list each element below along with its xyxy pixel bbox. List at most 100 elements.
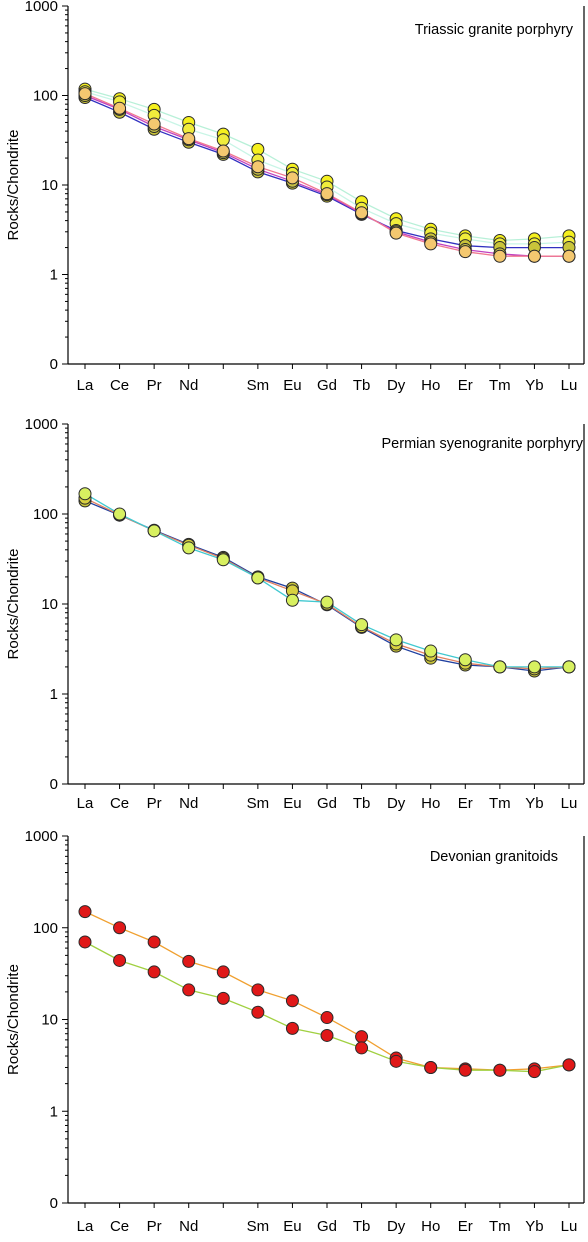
data-point [147, 524, 161, 538]
y-axis-label: Rocks/Chondrite [5, 964, 22, 1075]
x-tick-label-pr: Pr [147, 795, 162, 812]
y-tick-label: 10 [41, 596, 58, 613]
y-tick-label: 1 [50, 686, 58, 703]
data-point [562, 660, 576, 674]
chart-title: Triassic granite porphyry [415, 22, 574, 38]
data-point [182, 983, 196, 997]
y-ticks: 0 1 10 100 1000 [25, 416, 68, 793]
data-point [251, 983, 265, 997]
y-axis-label: Rocks/Chondrite [5, 549, 22, 660]
series-line [84, 911, 570, 1071]
data-point [251, 571, 265, 585]
x-tick-label-lu: Lu [561, 377, 578, 394]
x-tick-label-gd: Gd [317, 795, 337, 812]
x-tick-label-tm: Tm [489, 377, 511, 394]
series-1-points [78, 494, 576, 678]
data-point [285, 994, 299, 1008]
y-ticks: 0 1 10 100 1000 [25, 0, 68, 373]
data-point [389, 633, 403, 647]
x-tick-label-tb: Tb [353, 1218, 371, 1235]
data-point [78, 935, 92, 949]
data-point [527, 660, 541, 674]
data-point [320, 1011, 334, 1025]
x-tick-label-ho: Ho [421, 377, 440, 394]
series-3-points [78, 487, 576, 674]
ree-chart-triassic: 0 1 10 100 1000 Rocks/Chondrite La Ce Pr Nd Sm Eu Gd… [5, 0, 585, 394]
x-tick-label-dy: Dy [387, 1218, 406, 1235]
data-point [527, 1065, 541, 1079]
series-2-points [78, 85, 576, 251]
x-tick-label-la: La [77, 377, 94, 394]
x-tick-label-sm: Sm [247, 795, 270, 812]
x-tick-label-gd: Gd [317, 1218, 337, 1235]
data-point [78, 87, 92, 101]
data-point [458, 245, 472, 259]
data-point [113, 101, 127, 115]
x-tick-label-tb: Tb [353, 377, 371, 394]
x-tick-label-er: Er [458, 377, 473, 394]
x-tick-label-yb: Yb [525, 795, 543, 812]
data-point [78, 905, 92, 919]
x-tick-label-ce: Ce [110, 377, 129, 394]
data-point [355, 1030, 369, 1044]
y-tick-label: 0 [50, 356, 58, 373]
data-point [285, 593, 299, 607]
x-tick-label-nd: Nd [179, 377, 198, 394]
ree-chart-devonian: 0 1 10 100 1000 Rocks/Chondrite La Ce Pr Nd Sm Eu Gd… [5, 830, 585, 1235]
y-tick-label: 10 [41, 177, 58, 194]
data-point [182, 954, 196, 968]
x-ticks: La Ce Pr Nd Sm Eu Gd Tb Dy Ho Er Tm Yb Lu [77, 1203, 578, 1235]
data-point [424, 237, 438, 251]
x-tick-label-ce: Ce [110, 795, 129, 812]
x-tick-label-nd: Nd [179, 795, 198, 812]
series-1 [84, 911, 570, 1071]
x-tick-label-ho: Ho [421, 795, 440, 812]
y-tick-label: 1000 [25, 416, 58, 433]
x-tick-label-sm: Sm [247, 377, 270, 394]
data-point [285, 1021, 299, 1035]
series-line [84, 941, 570, 1073]
data-point [113, 921, 127, 935]
data-point [182, 541, 196, 555]
series-1-points [78, 82, 576, 247]
chart-title: Permian syenogranite porphyry [382, 436, 584, 452]
data-point [355, 618, 369, 632]
x-tick-label-er: Er [458, 1218, 473, 1235]
data-point [493, 660, 507, 674]
series-group [78, 82, 576, 263]
data-point [147, 117, 161, 131]
data-point [424, 1060, 438, 1074]
y-tick-label: 1 [50, 267, 58, 284]
chart-panel-permian: 0 1 10 100 1000 Rocks/Chondrite La Ce Pr Nd Sm Eu Gd… [0, 416, 588, 821]
x-tick-label-la: La [77, 1218, 94, 1235]
x-tick-label-sm: Sm [247, 1218, 270, 1235]
data-point [320, 187, 334, 201]
data-point [320, 1028, 334, 1042]
x-tick-label-yb: Yb [525, 1218, 543, 1235]
series-5-points [78, 87, 576, 263]
x-tick-label-pr: Pr [147, 377, 162, 394]
x-tick-label-la: La [77, 795, 94, 812]
chart-title: Devonian granitoids [430, 849, 558, 865]
x-tick-label-lu: Lu [561, 1218, 578, 1235]
series-line [84, 493, 569, 668]
y-tick-label: 100 [33, 88, 58, 105]
x-tick-label-dy: Dy [387, 377, 406, 394]
series-group [78, 487, 576, 678]
data-point [216, 133, 230, 147]
series-group [78, 905, 576, 1079]
x-ticks: La Ce Pr Nd Sm Eu Gd Tb Dy Ho Er Tm Yb Lu [77, 364, 578, 394]
chart-panel-devonian: 0 1 10 100 1000 Rocks/Chondrite La Ce Pr Nd Sm Eu Gd… [0, 830, 588, 1242]
y-tick-label: 1000 [25, 0, 58, 15]
x-tick-label-yb: Yb [525, 377, 543, 394]
series-2-points [78, 935, 576, 1079]
data-point [147, 935, 161, 949]
data-point [216, 553, 230, 567]
data-point [78, 487, 92, 501]
y-axis-label: Rocks/Chondrite [5, 130, 22, 241]
series-3 [84, 493, 569, 668]
data-point [355, 1041, 369, 1055]
data-point [389, 226, 403, 240]
data-point [493, 1063, 507, 1077]
data-point [216, 144, 230, 158]
